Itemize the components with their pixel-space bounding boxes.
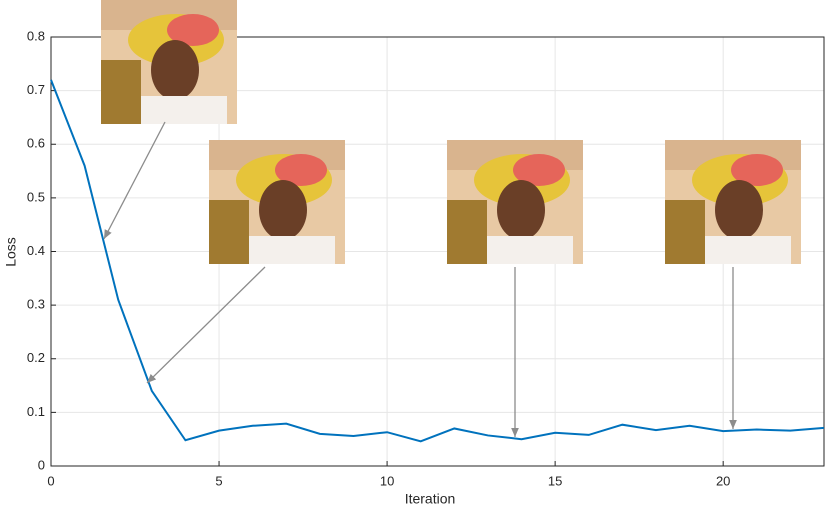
chart: 0 0.1 0.2 0.3 0.4 0.5 0.6 0.7 0.8 0 5 10 15 20 Iterat… (0, 0, 825, 514)
x-tick-label: 20 (716, 473, 730, 488)
y-tick-label: 0.5 (27, 189, 45, 204)
y-tick-label: 0.4 (27, 243, 45, 258)
x-tick-label: 15 (548, 473, 562, 488)
y-tick-label: 0 (38, 457, 45, 472)
arrow (147, 267, 265, 383)
x-tick-label: 10 (380, 473, 394, 488)
thumbnail (209, 140, 345, 264)
x-tick-label: 5 (215, 473, 222, 488)
y-tick-label: 0.7 (27, 82, 45, 97)
thumbnail (101, 0, 237, 124)
thumbnail (665, 140, 801, 264)
x-axis-label: Iteration (405, 491, 456, 507)
y-tick-label: 0.3 (27, 297, 45, 312)
y-tick-label: 0.6 (27, 136, 45, 151)
thumbnail (447, 140, 583, 264)
annotations (101, 0, 801, 437)
y-tick-label: 0.2 (27, 350, 45, 365)
arrow (104, 122, 165, 239)
x-tick-label: 0 (47, 473, 54, 488)
y-tick-label: 0.8 (27, 28, 45, 43)
y-axis-label: Loss (3, 237, 19, 267)
y-tick-label: 0.1 (27, 404, 45, 419)
